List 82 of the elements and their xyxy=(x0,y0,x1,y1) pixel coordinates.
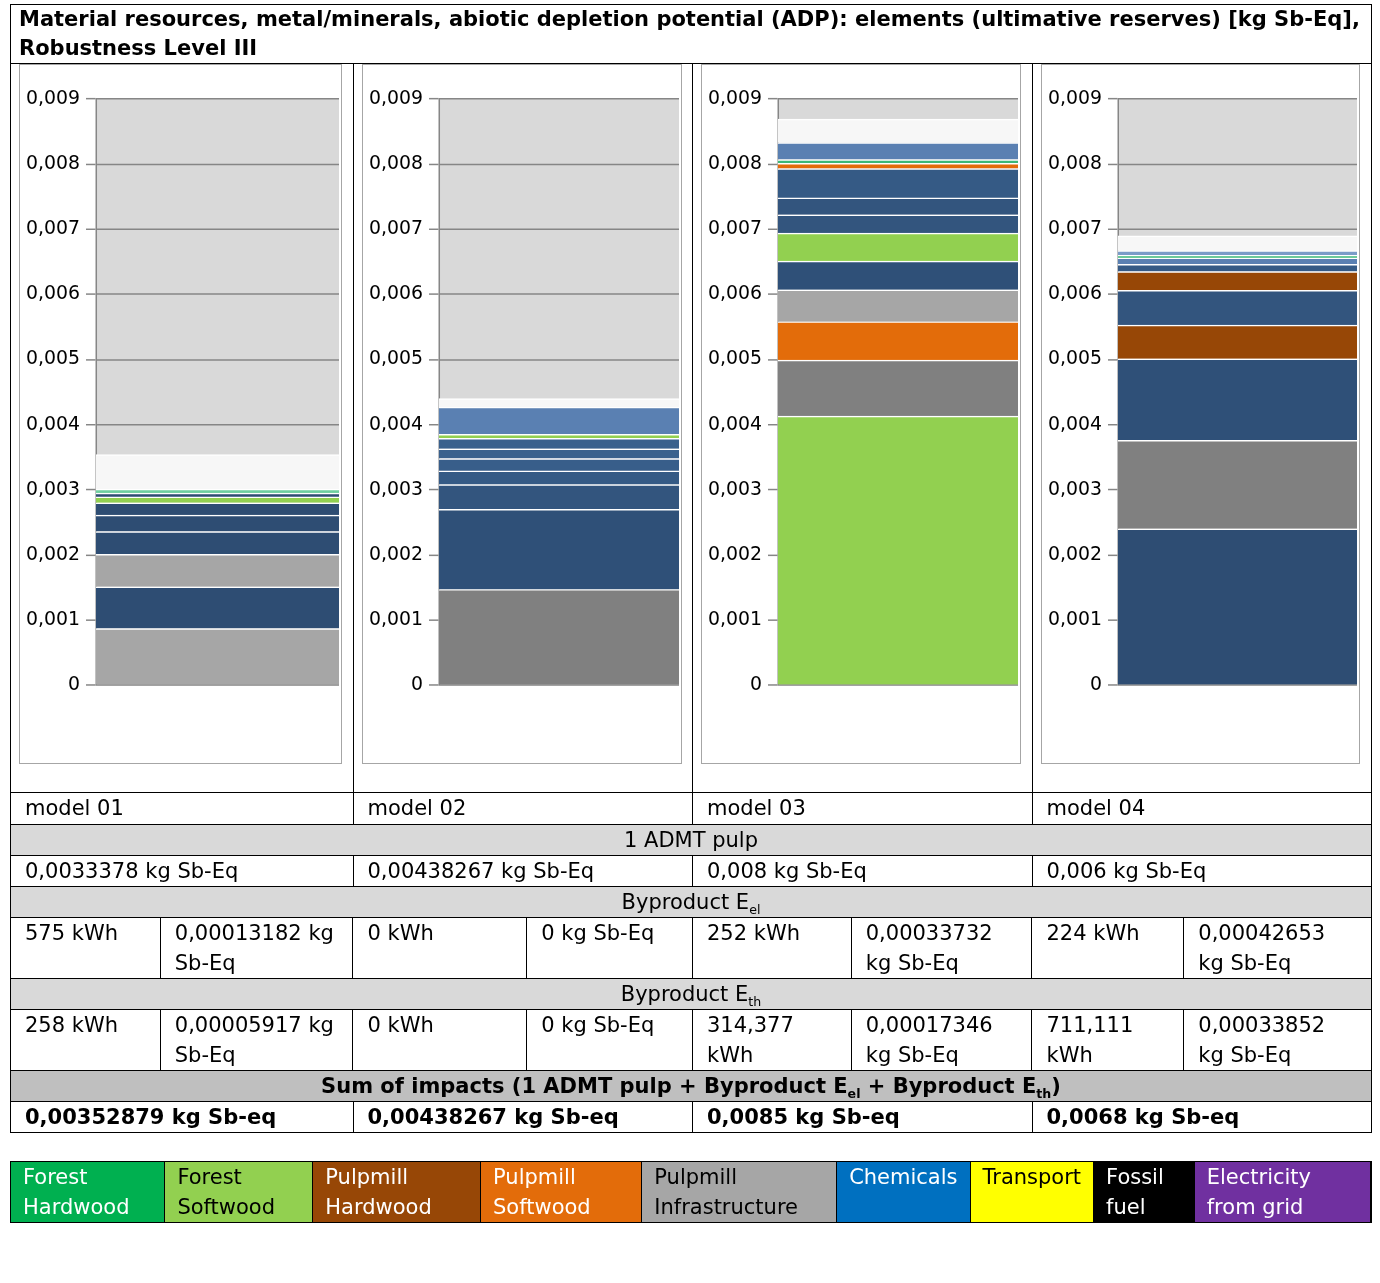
y-tick-label: 0,001 xyxy=(25,606,81,630)
text: 0,00438267 kg Sb-eq xyxy=(353,1102,693,1132)
text: 258 kWh xyxy=(11,1010,161,1070)
y-tick-label: 0,005 xyxy=(25,346,81,369)
y-tick-label: 0,008 xyxy=(1047,150,1102,173)
text: 575 kWh xyxy=(11,918,161,978)
y-tick-label: 0,006 xyxy=(707,281,763,304)
x-axis-title: model 03 xyxy=(693,792,1032,825)
y-tick-label: 0,009 xyxy=(25,85,81,108)
y-tick-label: 0,007 xyxy=(1047,216,1102,239)
y-tick-label: 0 xyxy=(750,672,763,695)
x-axis-title: model 02 xyxy=(353,792,692,825)
y-tick-label: 0,004 xyxy=(25,411,81,434)
text: 0,0085 kg Sb-eq xyxy=(693,1102,1033,1132)
y-tick-label: 0,004 xyxy=(368,411,423,434)
category-label: Electricity from grid xyxy=(1194,1162,1372,1222)
text: 0,00033732 kg Sb-Eq xyxy=(851,918,1033,978)
category-label: Forest Softwood xyxy=(165,1162,314,1222)
y-tick-label: 0,008 xyxy=(707,150,763,173)
category-label: Transport xyxy=(970,1162,1095,1222)
y-tick-label: 0,004 xyxy=(1047,411,1102,434)
text: 0 kWh xyxy=(353,1010,528,1070)
text: 0 kg Sb-Eq xyxy=(527,1010,693,1070)
category-label: Pulpmill Softwood xyxy=(481,1162,643,1222)
y-tick-label: 0,006 xyxy=(1047,281,1102,304)
text: 0,00033852 kg Sb-Eq xyxy=(1197,1012,1327,1069)
category-label: Forest Hardwood xyxy=(11,1162,166,1222)
text: Byproduct E$_{th}$ xyxy=(11,979,1371,1010)
x-axis-title: model 01 xyxy=(11,792,353,825)
text: Byproduct E$_{el}$ xyxy=(11,887,1371,918)
y-tick-label: 0,007 xyxy=(368,216,423,239)
text: 1 ADMT pulp xyxy=(11,825,1371,856)
y-tick-label: 0,001 xyxy=(368,606,423,630)
y-tick-label: 0,003 xyxy=(368,476,423,499)
category-label: Pulpmill Hardwood xyxy=(313,1162,482,1222)
category-label: Pulpmill Infrastructure xyxy=(642,1162,838,1222)
y-tick-label: 0,005 xyxy=(1047,346,1102,369)
y-tick-label: 0,006 xyxy=(25,281,81,304)
text: Material resources, metal/minerals, abiotic depletion potential (ADP): elements (ultimative reserves) [kg Sb-Eq], Robustness Level III xyxy=(11,5,1371,64)
y-tick-label: 0,002 xyxy=(707,541,763,564)
text: 0,00042653 kg Sb-Eq xyxy=(1197,920,1327,977)
y-tick-label: 0,005 xyxy=(368,346,423,369)
y-tick-label: 0,009 xyxy=(707,85,763,108)
y-tick-label: 0,003 xyxy=(1047,476,1102,499)
y-tick-label: 0,001 xyxy=(707,606,763,630)
y-tick-label: 0,007 xyxy=(25,216,81,239)
text: 252 kWh xyxy=(692,918,852,978)
y-tick-label: 0 xyxy=(1089,672,1102,695)
y-tick-label: 0,007 xyxy=(707,216,763,239)
y-tick-label: 0,008 xyxy=(25,150,81,173)
y-tick-label: 0,002 xyxy=(1047,541,1102,564)
x-axis-title: model 04 xyxy=(1032,792,1371,825)
text: 0,00005917 kg Sb-Eq xyxy=(160,1010,354,1070)
text: 0,00438267 kg Sb-Eq xyxy=(353,856,693,886)
text: 0,00017346 kg Sb-Eq xyxy=(851,1010,1033,1070)
text: 0,0068 kg Sb-eq xyxy=(1045,1104,1241,1131)
y-tick-label: 0,003 xyxy=(25,476,81,499)
text: 0 kWh xyxy=(353,918,528,978)
text: 711,111 kWh xyxy=(1032,1010,1185,1070)
y-tick-label: 0,001 xyxy=(1047,606,1102,630)
category-label: Fossil fuel xyxy=(1094,1162,1195,1222)
text: 224 kWh xyxy=(1032,918,1185,978)
y-tick-label: 0 xyxy=(68,672,81,695)
y-tick-label: 0,009 xyxy=(368,85,423,108)
text: 0,0033378 kg Sb-Eq xyxy=(11,856,354,886)
category-label: Chemicals xyxy=(837,1162,971,1222)
y-tick-label: 0,004 xyxy=(707,411,763,434)
y-tick-label: 0,003 xyxy=(707,476,763,499)
y-tick-label: 0,002 xyxy=(368,541,423,564)
text: Sum of impacts (1 ADMT pulp + Byproduct E$_{el}$ + Byproduct E$_{th}$) xyxy=(11,1071,1371,1102)
y-tick-label: 0,009 xyxy=(1047,85,1102,108)
text: 0,00352879 kg Sb-eq xyxy=(11,1102,354,1132)
text: 0,006 kg Sb-Eq xyxy=(1045,858,1208,885)
y-tick-label: 0,008 xyxy=(368,150,423,173)
y-tick-label: 0,002 xyxy=(25,541,81,564)
y-tick-label: 0,006 xyxy=(368,281,423,304)
text: 0,00013182 kg Sb-Eq xyxy=(160,918,354,978)
text: 0 kg Sb-Eq xyxy=(527,918,693,978)
text: 0,008 kg Sb-Eq xyxy=(693,856,1033,886)
y-tick-label: 0 xyxy=(410,672,423,695)
text: 314,377 kWh xyxy=(692,1010,852,1070)
y-tick-label: 0,005 xyxy=(707,346,763,369)
